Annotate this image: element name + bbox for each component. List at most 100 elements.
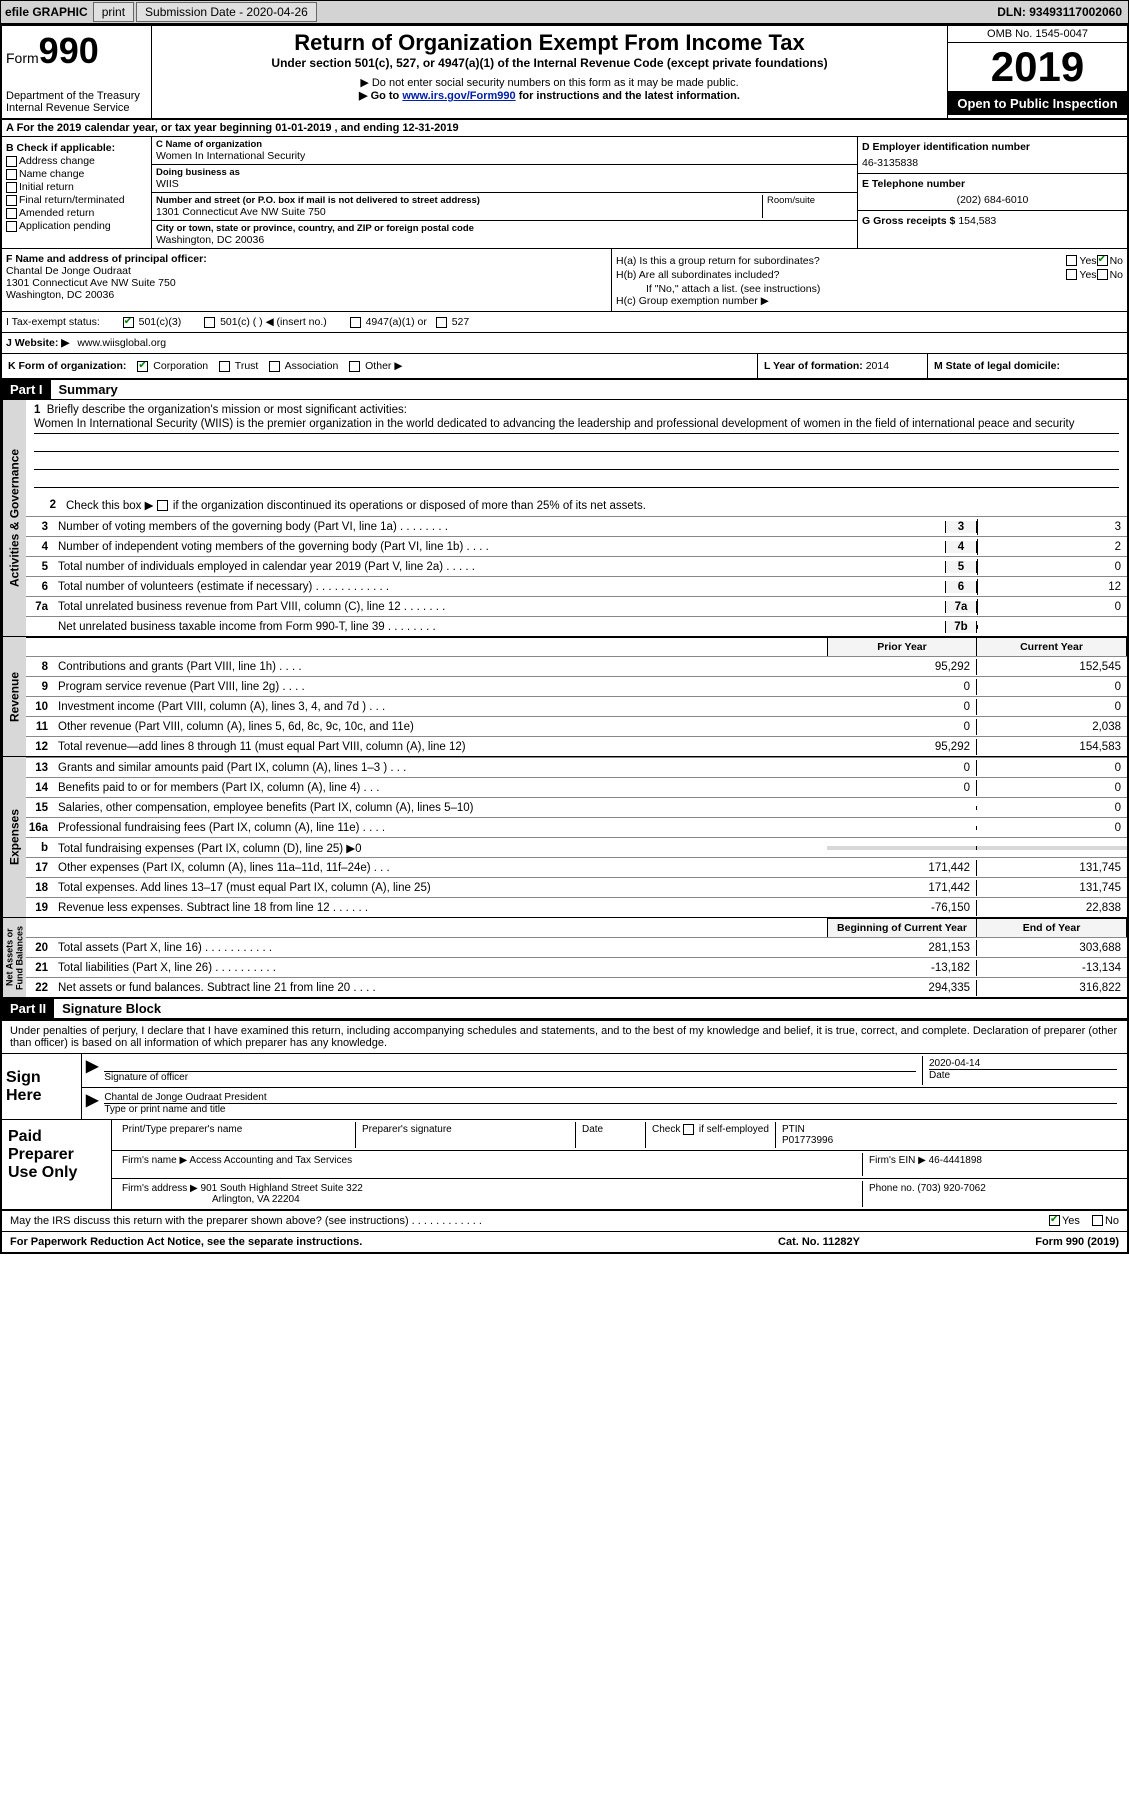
form-word: Form xyxy=(6,50,39,66)
hb-yes: Yes xyxy=(1079,269,1096,281)
line-prior: -13,182 xyxy=(827,960,977,976)
ha-no: No xyxy=(1110,255,1123,267)
top-toolbar: efile GRAPHIC print Submission Date - 20… xyxy=(0,0,1129,24)
year-formation-label: L Year of formation: xyxy=(764,360,863,372)
chk-discuss-no[interactable] xyxy=(1092,1215,1103,1226)
preparer-date-label: Date xyxy=(576,1122,646,1148)
firm-name-value: Access Accounting and Tax Services xyxy=(189,1155,352,1166)
line-num: 9 xyxy=(26,681,54,693)
chk-final-return[interactable] xyxy=(6,195,17,206)
hdr-end-year: End of Year xyxy=(977,918,1127,937)
opt-501c3: 501(c)(3) xyxy=(139,316,182,328)
ha-yes: Yes xyxy=(1079,255,1096,267)
line-num: 22 xyxy=(26,982,54,994)
line-current xyxy=(977,846,1127,850)
sig-date-value: 2020-04-14 xyxy=(929,1058,1117,1070)
chk-other[interactable] xyxy=(349,361,360,372)
ha-question: H(a) Is this a group return for subordin… xyxy=(616,255,1066,267)
chk-discontinued[interactable] xyxy=(157,500,168,511)
line-desc: Net assets or fund balances. Subtract li… xyxy=(54,980,827,996)
form-org-label: K Form of organization: xyxy=(8,360,126,372)
line-current: 303,688 xyxy=(977,940,1127,956)
line-current: 131,745 xyxy=(977,860,1127,876)
chk-application-pending[interactable] xyxy=(6,221,17,232)
line-value xyxy=(977,625,1127,629)
form-number: Form990 xyxy=(6,30,147,72)
line-desc: Total fundraising expenses (Part IX, col… xyxy=(54,839,827,857)
chk-527[interactable] xyxy=(436,317,447,328)
sig-name-title-label: Type or print name and title xyxy=(104,1104,225,1115)
website-value: www.wiisglobal.org xyxy=(77,337,166,349)
line-current: 152,545 xyxy=(977,659,1127,675)
line-boxnum: 7b xyxy=(945,621,977,633)
lbl-app-pending: Application pending xyxy=(19,220,111,232)
note2-post: for instructions and the latest informat… xyxy=(516,90,740,102)
chk-trust[interactable] xyxy=(219,361,230,372)
lbl-initial-return: Initial return xyxy=(19,181,74,193)
line-current: 154,583 xyxy=(977,739,1127,755)
line-desc: Contributions and grants (Part VIII, lin… xyxy=(54,659,827,675)
chk-ha-yes[interactable] xyxy=(1066,255,1077,266)
line-current: 316,822 xyxy=(977,980,1127,996)
opt-4947: 4947(a)(1) or xyxy=(366,316,427,328)
line-num: 5 xyxy=(26,561,54,573)
line-desc: Program service revenue (Part VIII, line… xyxy=(54,679,827,695)
chk-4947[interactable] xyxy=(350,317,361,328)
chk-501c3[interactable] xyxy=(123,317,134,328)
chk-self-employed[interactable] xyxy=(683,1124,694,1135)
form990-link[interactable]: www.irs.gov/Form990 xyxy=(402,90,515,102)
line-desc: Number of independent voting members of … xyxy=(54,539,945,555)
chk-amended[interactable] xyxy=(6,208,17,219)
line-value: 0 xyxy=(977,559,1127,575)
form-990: Form990 Department of the Treasury Inter… xyxy=(0,24,1129,1254)
line-prior: 95,292 xyxy=(827,659,977,675)
ptin-value: P01773996 xyxy=(782,1135,833,1146)
opt-assoc: Association xyxy=(285,360,339,372)
city-label: City or town, state or province, country… xyxy=(156,223,853,234)
chk-hb-no[interactable] xyxy=(1097,269,1108,280)
gross-receipts-value: 154,583 xyxy=(958,215,996,227)
sig-officer-label: Signature of officer xyxy=(104,1072,188,1083)
line-boxnum: 3 xyxy=(945,521,977,533)
chk-name-change[interactable] xyxy=(6,169,17,180)
line-num: 12 xyxy=(26,741,54,753)
chk-hb-yes[interactable] xyxy=(1066,269,1077,280)
line-prior xyxy=(827,806,977,810)
firm-addr-label: Firm's address ▶ xyxy=(122,1183,198,1194)
submission-date-button[interactable]: Submission Date - 2020-04-26 xyxy=(136,2,317,22)
form-title: Return of Organization Exempt From Incom… xyxy=(160,30,939,56)
vlabel-revenue: Revenue xyxy=(2,637,26,756)
chk-assoc[interactable] xyxy=(269,361,280,372)
note-ssn: ▶ Do not enter social security numbers o… xyxy=(160,76,939,89)
hb-no: No xyxy=(1110,269,1123,281)
chk-discuss-yes[interactable] xyxy=(1049,1215,1060,1226)
print-button[interactable]: print xyxy=(93,2,134,22)
row-a-tax-year: A For the 2019 calendar year, or tax yea… xyxy=(2,120,1127,137)
form-subtitle: Under section 501(c), 527, or 4947(a)(1)… xyxy=(160,56,939,70)
chk-initial-return[interactable] xyxy=(6,182,17,193)
phone-value: (202) 684-6010 xyxy=(862,194,1123,206)
line-prior: 0 xyxy=(827,699,977,715)
chk-501c[interactable] xyxy=(204,317,215,328)
vlabel-net-assets: Net Assets or Fund Balances xyxy=(2,918,26,997)
chk-address-change[interactable] xyxy=(6,156,17,167)
line-desc: Number of voting members of the governin… xyxy=(54,519,945,535)
discuss-yes: Yes xyxy=(1062,1215,1080,1227)
ptin-label: PTIN xyxy=(782,1124,805,1135)
line-prior: 0 xyxy=(827,760,977,776)
discuss-question: May the IRS discuss this return with the… xyxy=(10,1215,1049,1227)
department-label: Department of the Treasury Internal Reve… xyxy=(6,90,147,114)
arrow-icon: ▶ xyxy=(86,1056,98,1085)
line-desc: Revenue less expenses. Subtract line 18 … xyxy=(54,900,827,916)
vlabel-expenses: Expenses xyxy=(2,757,26,917)
line-boxnum: 6 xyxy=(945,581,977,593)
line-value: 12 xyxy=(977,579,1127,595)
line-desc: Professional fundraising fees (Part IX, … xyxy=(54,820,827,836)
room-suite-label: Room/suite xyxy=(763,195,853,218)
lbl-name-change: Name change xyxy=(19,168,84,180)
chk-corp[interactable] xyxy=(137,361,148,372)
line-current: 0 xyxy=(977,780,1127,796)
line-desc: Investment income (Part VIII, column (A)… xyxy=(54,699,827,715)
chk-ha-no[interactable] xyxy=(1097,255,1108,266)
firm-ein-value: 46-4441898 xyxy=(929,1155,982,1166)
